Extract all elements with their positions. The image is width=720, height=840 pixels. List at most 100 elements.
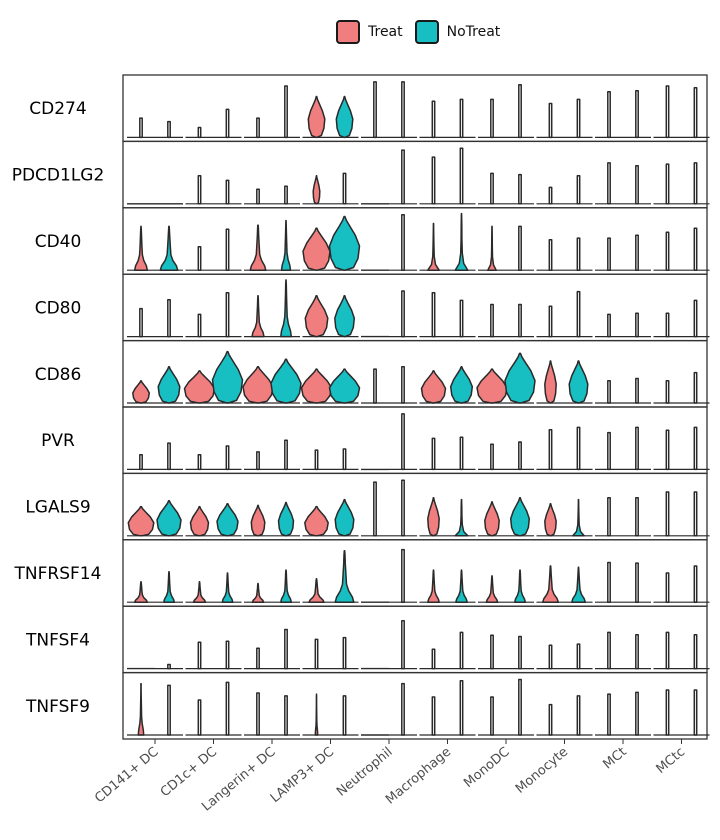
violin-mark — [335, 95, 354, 139]
violin-mark — [342, 695, 347, 736]
violin-mark — [284, 185, 288, 205]
violin-mark — [693, 633, 698, 670]
violin-mark — [548, 239, 553, 271]
violin-mark — [665, 231, 670, 271]
violin-mark — [225, 292, 230, 338]
violin-mark — [665, 163, 670, 205]
violin-mark — [156, 500, 182, 537]
violin-mark — [251, 294, 265, 338]
violin-mark — [548, 305, 553, 338]
violin-mark — [401, 479, 405, 537]
violin-mark — [211, 350, 244, 404]
violin-mark — [270, 358, 302, 404]
violin-mark — [431, 292, 436, 338]
violin-mark — [304, 294, 329, 338]
violin-mark — [635, 497, 639, 537]
violin-mark — [307, 95, 326, 139]
violin-mark — [256, 188, 260, 205]
violin-mark — [401, 619, 405, 670]
violin-mark — [454, 212, 469, 271]
legend-swatch-treat — [336, 20, 360, 44]
violin-mark — [459, 147, 464, 205]
violin-mark — [635, 377, 639, 404]
legend-item-treat: Treat — [336, 20, 403, 44]
violin-mark — [157, 366, 181, 404]
x-tick-label: MonoDC — [461, 745, 512, 791]
violin-mark — [167, 684, 171, 736]
violin-mark — [693, 87, 698, 139]
violin-mark — [197, 175, 202, 205]
violin-mark — [256, 647, 260, 670]
panel-CD40 — [122, 207, 708, 275]
violin-mark — [635, 426, 639, 471]
violin-mark — [693, 371, 698, 404]
violin-mark — [518, 173, 522, 205]
gene-label: PDCD1LG2 — [12, 166, 105, 186]
violin-mark — [192, 581, 207, 603]
violin-mark — [373, 81, 377, 139]
violin-mark — [576, 643, 581, 670]
violin-mark — [518, 84, 522, 139]
violin-mark — [693, 689, 698, 736]
violin-mark — [490, 98, 494, 139]
violin-mark — [139, 117, 143, 139]
legend-label-treat: Treat — [368, 24, 403, 40]
violin-mark — [484, 501, 500, 537]
violin-mark — [571, 566, 587, 603]
violin-mark — [221, 572, 234, 603]
violin-mark — [665, 85, 670, 139]
violin-mark — [242, 366, 274, 404]
violin-mark — [665, 429, 670, 471]
violin-mark — [401, 149, 405, 205]
violin-mark — [427, 222, 440, 271]
violin-mark — [485, 575, 499, 603]
violin-mark — [167, 120, 171, 139]
violin-mark — [518, 678, 522, 736]
violin-mark — [225, 179, 230, 205]
violin-mark — [576, 426, 581, 471]
x-tick-label: LAMP3+ DC — [268, 745, 337, 807]
violin-mark — [334, 550, 355, 603]
violin-mark — [197, 246, 202, 271]
violin-mark — [342, 172, 347, 205]
violin-mark — [607, 162, 611, 205]
violin-mark — [427, 569, 440, 603]
violin-mark — [256, 692, 260, 736]
panel-CD80 — [122, 273, 708, 342]
violin-mark — [251, 582, 265, 603]
legend-item-notreat: NoTreat — [414, 20, 500, 44]
violin-mark — [476, 368, 508, 404]
violin-mark — [197, 699, 202, 736]
violin-mark — [548, 186, 553, 205]
violin-mark — [314, 449, 319, 471]
violin-mark — [197, 126, 202, 139]
violin-mark — [225, 445, 230, 471]
violin-mark — [431, 100, 436, 139]
violin-mark — [635, 234, 639, 271]
gene-label: LGALS9 — [25, 498, 90, 518]
violin-mark — [280, 279, 293, 338]
violin-mark — [308, 578, 325, 603]
violin-mark — [607, 380, 611, 404]
violin-mark — [548, 703, 553, 736]
violin-mark — [342, 448, 347, 471]
violin-mark — [159, 225, 179, 271]
violin-mark — [693, 162, 698, 205]
violin-mark — [427, 497, 440, 537]
violin-mark — [284, 628, 288, 670]
violin-mark — [189, 505, 210, 537]
panel-PDCD1LG2 — [122, 140, 708, 209]
violin-mark — [607, 91, 611, 139]
gene-label: CD274 — [29, 99, 86, 119]
violin-mark — [635, 312, 639, 338]
legend-swatch-notreat — [414, 20, 439, 44]
violin-mark — [568, 360, 589, 404]
violin-mark — [455, 569, 468, 603]
violin-mark — [373, 481, 377, 537]
violin-mark — [256, 117, 260, 139]
violin-mark — [197, 313, 202, 338]
violin-mark — [225, 108, 230, 139]
legend: Treat NoTreat — [336, 18, 512, 46]
violin-mark — [431, 437, 436, 471]
